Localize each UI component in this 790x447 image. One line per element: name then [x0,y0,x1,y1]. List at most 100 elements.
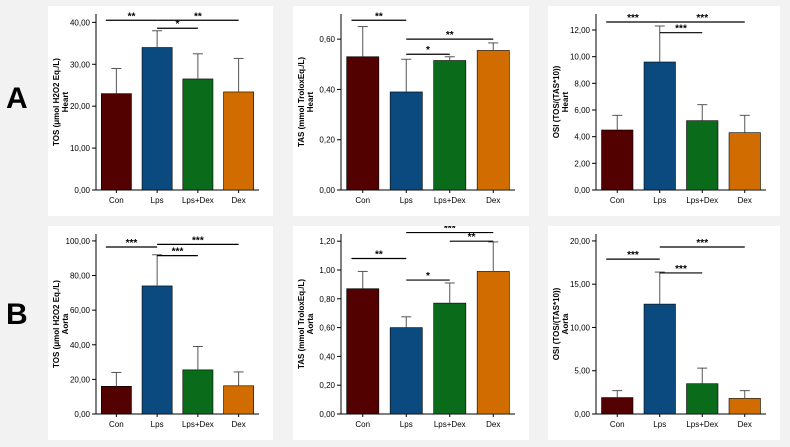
y-tick-label: 0,40 [319,85,335,94]
significance-label: *** [126,238,138,249]
y-axis-title: OSI (TOS/(TAS*10)) [552,65,561,138]
x-tick-label: Dex [738,196,752,205]
x-tick-label: Lps+Dex [686,196,718,205]
x-tick-label: Con [355,420,370,429]
significance-label: *** [627,250,639,261]
x-tick-label: Lps [400,420,413,429]
y-tick-label: 100,00 [66,237,91,246]
x-tick-label: Con [610,196,625,205]
x-tick-label: Lps [400,196,413,205]
x-tick-label: Lps+Dex [434,196,466,205]
chart-svg: 0,00 20,00 40,00 60,00 80,00 100,00 TOS (μmol … [52,234,259,429]
chart-svg: 0,00 5,00 10,00 15,00 20,00 OSI (TOS/(TAS*10)… [552,234,766,429]
significance-label: * [176,19,180,30]
bar-lps [141,285,173,415]
significance-label: ** [446,30,454,41]
chart-svg: 0,00 10,00 20,00 30,00 40,00 TOS (μmol H2O2 E… [52,11,259,205]
y-tick-label: 0,00 [319,186,335,195]
bar-dex [223,91,255,191]
x-tick-label: Lps+Dex [686,420,718,429]
x-tick-label: Con [109,196,124,205]
significance-label: *** [192,235,204,246]
chart-tos-aorta: 0,00 20,00 40,00 60,00 80,00 100,00 TOS (μmol … [48,226,273,440]
bar-lps [643,61,676,191]
significance-label: ** [128,11,136,22]
x-tick-label: Lps+Dex [182,420,214,429]
bar-con [346,56,380,191]
bar-lps [643,303,676,415]
y-tick-label: 0,80 [319,295,335,304]
significance-label: * [426,271,430,282]
x-tick-label: Lps+Dex [182,196,214,205]
y-tick-label: 0,60 [319,324,335,333]
y-tick-label: 2,00 [574,159,590,168]
y-axis-subtitle: Aorta [61,313,70,334]
y-axis-subtitle: Aorta [561,313,570,334]
y-tick-label: 10,00 [70,144,91,153]
x-tick-label: Dex [486,196,500,205]
chart-svg: 0,00 0,20 0,40 0,60 0,80 1,00 1,20 TAS (mmol Tr… [297,224,515,429]
significance-label: *** [696,238,708,249]
y-tick-label: 0,00 [319,410,335,419]
y-axis-title: TOS (μmol H2O2 Eq./L) [52,280,61,368]
y-tick-label: 5,00 [574,367,590,376]
chart-svg: 0,00 2,00 4,00 6,00 8,00 10,00 12,00 OSI (TOS/(… [552,13,766,205]
y-axis-title: OSI (TOS/(TAS*10)) [552,287,561,360]
y-tick-label: 20,00 [70,102,91,111]
x-tick-label: Con [610,420,625,429]
bar-con [100,93,132,191]
significance-label: ** [375,11,383,22]
significance-label: ** [194,11,202,22]
chart-osi-aorta: 0,00 5,00 10,00 15,00 20,00 OSI (TOS/(TAS*10)… [548,226,780,440]
y-axis-subtitle: Heart [561,91,570,112]
y-tick-label: 0,20 [319,381,335,390]
bar-lps [389,91,423,191]
bar-lps-dex [182,369,214,415]
significance-label: *** [444,226,456,235]
bar-lps-dex [686,120,719,191]
significance-label: ** [375,249,383,260]
y-axis-subtitle: Aorta [306,313,315,334]
y-tick-label: 0,00 [574,186,590,195]
bar-dex [476,271,510,415]
chart-tos-heart: 0,00 10,00 20,00 30,00 40,00 TOS (μmol H2O2 E… [48,6,273,216]
y-tick-label: 15,00 [570,280,591,289]
significance-label: *** [675,264,687,275]
y-tick-label: 6,00 [574,106,590,115]
y-axis-title: TOS (μmol H2O2 Eq./L) [52,58,61,146]
bar-dex [728,398,761,415]
panel-label-b: B [6,298,28,331]
y-tick-label: 1,20 [319,237,335,246]
chart-svg: 0,00 0,20 0,40 0,60 TAS (mmol TroloxEq./L) He… [297,11,515,205]
y-axis-title: TAS (mmol TroloxEq./L) [297,279,306,369]
y-tick-label: 12,00 [570,26,591,35]
significance-label: *** [675,24,687,35]
bar-con [601,397,634,415]
significance-label: *** [172,247,184,258]
significance-label: * [426,45,430,56]
x-tick-label: Dex [486,420,500,429]
bar-lps-dex [433,60,467,191]
bar-con [601,129,634,191]
bar-dex [476,50,510,191]
bar-lps-dex [182,78,214,191]
y-tick-label: 80,00 [70,272,91,281]
x-tick-label: Dex [232,196,246,205]
x-tick-label: Dex [738,420,752,429]
y-tick-label: 4,00 [574,133,590,142]
x-tick-label: Dex [232,420,246,429]
y-tick-label: 0,00 [574,410,590,419]
bar-dex [728,132,761,191]
x-tick-label: Lps [653,420,666,429]
y-tick-label: 0,60 [319,35,335,44]
significance-label: *** [627,13,639,24]
y-tick-label: 40,00 [70,18,91,27]
bar-con [346,288,380,415]
y-tick-label: 1,00 [319,266,335,275]
bar-lps [141,47,173,191]
x-tick-label: Con [355,196,370,205]
significance-label: ** [468,232,476,243]
bar-lps-dex [686,383,719,415]
x-tick-label: Lps [151,420,164,429]
y-tick-label: 10,00 [570,323,591,332]
